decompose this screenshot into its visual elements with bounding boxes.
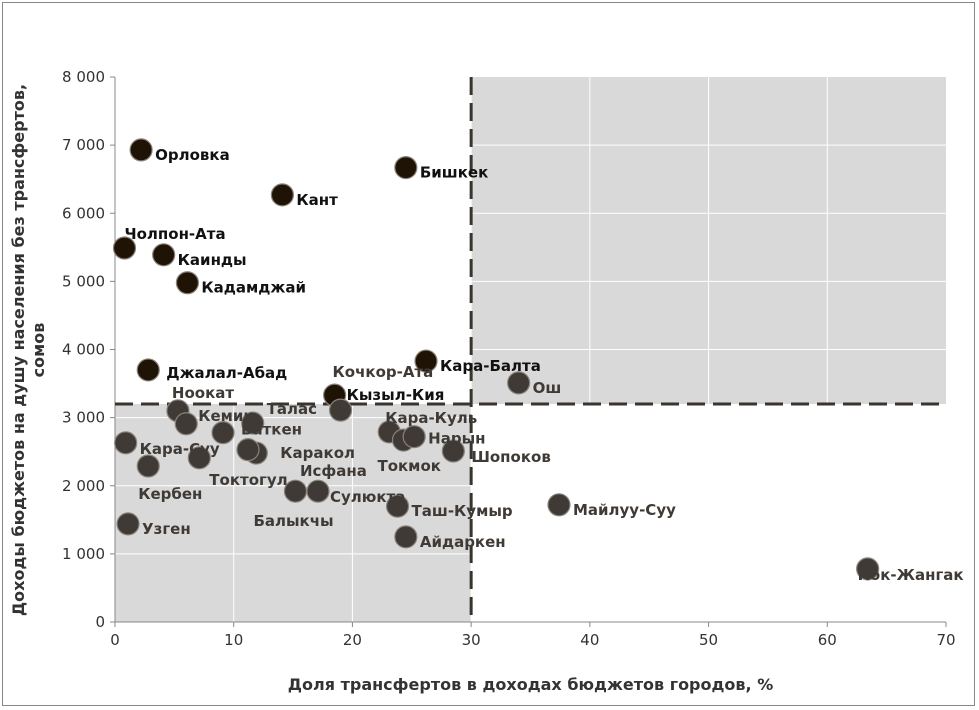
y-tick-label: 2 000 [62, 477, 105, 495]
data-label: Орловка [155, 146, 230, 164]
data-point [129, 138, 153, 162]
data-label: Шопоков [471, 448, 550, 466]
y-tick-label: 0 [95, 613, 105, 631]
data-label: Кызыл-Кия [347, 386, 445, 404]
data-point [328, 398, 353, 422]
data-point [241, 411, 265, 435]
data-label: Таш-Кумыр [412, 502, 513, 520]
data-label: Чолпон-Ата [124, 225, 225, 243]
data-label: Каинды [178, 251, 247, 269]
data-label: Кант [296, 191, 338, 209]
data-label: Кемин [198, 407, 254, 425]
y-tick-label: 4 000 [62, 341, 105, 359]
data-label: Кербен [138, 485, 202, 503]
y-tick-label: 3 000 [62, 409, 105, 427]
data-point [856, 557, 880, 581]
data-label: Бишкек [420, 164, 488, 182]
data-point [385, 494, 410, 518]
data-label: Кадамджай [201, 279, 306, 297]
y-tick-label: 8 000 [62, 68, 105, 86]
data-label: Балыкчы [253, 512, 333, 530]
data-point [402, 425, 426, 449]
data-point [175, 271, 200, 295]
data-label: Токтогул [209, 471, 287, 489]
data-point [441, 439, 465, 463]
x-tick-label: 10 [224, 631, 243, 649]
data-label: Исфана [300, 462, 367, 480]
data-point [547, 493, 571, 517]
data-label: Ош [533, 379, 562, 397]
data-point [507, 371, 531, 395]
data-label: Кара-Балта [440, 357, 541, 375]
data-point [136, 454, 160, 478]
data-label: Токмок [377, 457, 440, 475]
data-point [136, 358, 160, 382]
x-tick-label: 0 [110, 631, 120, 649]
x-tick-label: 60 [818, 631, 837, 649]
data-point [236, 438, 260, 462]
x-tick-label: 70 [936, 631, 955, 649]
y-tick-label: 7 000 [62, 136, 105, 154]
data-label: Баткен [241, 421, 302, 439]
x-tick-label: 40 [580, 631, 599, 649]
data-label: Каракол [280, 444, 355, 462]
data-point [394, 156, 418, 180]
data-label: Сулюкта [330, 488, 405, 506]
data-point [152, 243, 176, 267]
data-label: Айдаркен [420, 533, 506, 551]
data-label: Узген [142, 520, 191, 538]
data-label: Нарын [428, 430, 485, 448]
x-tick-label: 30 [462, 631, 481, 649]
data-label: Кара-Суу [140, 440, 220, 458]
x-tick-label: 20 [343, 631, 362, 649]
data-label: Ноокат [172, 384, 234, 402]
data-point [112, 236, 137, 260]
data-point [270, 183, 294, 207]
data-point [174, 412, 198, 436]
y-tick-label: 5 000 [62, 272, 105, 290]
data-point [187, 446, 211, 470]
data-label: Кок-Жангак [858, 566, 964, 584]
data-label: Майлуу-Суу [573, 501, 676, 519]
x-tick-label: 50 [699, 631, 718, 649]
data-label: Джалал-Абад [166, 364, 287, 382]
data-label: Талас [267, 400, 317, 418]
x-axis-title: Доля трансфертов в доходах бюджетов горо… [288, 675, 773, 694]
data-point [211, 421, 235, 445]
y-axis-title-line2: сомов [29, 323, 48, 378]
y-tick-label: 1 000 [62, 545, 105, 563]
data-point [116, 512, 140, 536]
data-point [306, 479, 330, 503]
data-point [283, 479, 308, 503]
y-tick-label: 6 000 [62, 204, 105, 222]
data-point [414, 349, 438, 373]
y-axis-title-line1: Доходы бюджетов на душу населения без тр… [9, 84, 28, 616]
data-point [394, 525, 418, 549]
data-point [114, 431, 138, 455]
data-label: Кочкор-Ата [333, 363, 434, 381]
data-label: Кара-Куль [385, 409, 477, 427]
